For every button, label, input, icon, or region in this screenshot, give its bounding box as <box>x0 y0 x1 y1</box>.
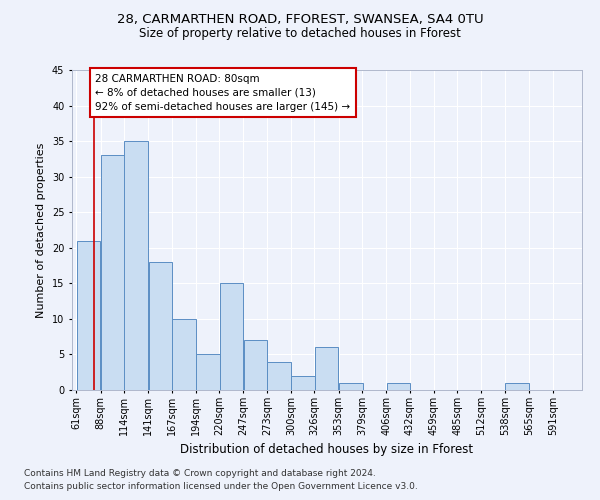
X-axis label: Distribution of detached houses by size in Fforest: Distribution of detached houses by size … <box>181 444 473 456</box>
Text: Contains public sector information licensed under the Open Government Licence v3: Contains public sector information licen… <box>24 482 418 491</box>
Bar <box>315 348 338 390</box>
Text: 28, CARMARTHEN ROAD, FFOREST, SWANSEA, SA4 0TU: 28, CARMARTHEN ROAD, FFOREST, SWANSEA, S… <box>116 12 484 26</box>
Bar <box>172 319 196 390</box>
Text: 28 CARMARTHEN ROAD: 80sqm
← 8% of detached houses are smaller (13)
92% of semi-d: 28 CARMARTHEN ROAD: 80sqm ← 8% of detach… <box>95 74 350 112</box>
Bar <box>339 383 362 390</box>
Bar <box>101 156 125 390</box>
Y-axis label: Number of detached properties: Number of detached properties <box>37 142 46 318</box>
Bar <box>386 383 410 390</box>
Bar <box>292 376 315 390</box>
Bar <box>220 284 243 390</box>
Bar <box>505 383 529 390</box>
Text: Size of property relative to detached houses in Fforest: Size of property relative to detached ho… <box>139 28 461 40</box>
Bar <box>196 354 220 390</box>
Bar <box>77 240 100 390</box>
Text: Contains HM Land Registry data © Crown copyright and database right 2024.: Contains HM Land Registry data © Crown c… <box>24 468 376 477</box>
Bar <box>124 141 148 390</box>
Bar <box>244 340 268 390</box>
Bar <box>267 362 291 390</box>
Bar <box>149 262 172 390</box>
